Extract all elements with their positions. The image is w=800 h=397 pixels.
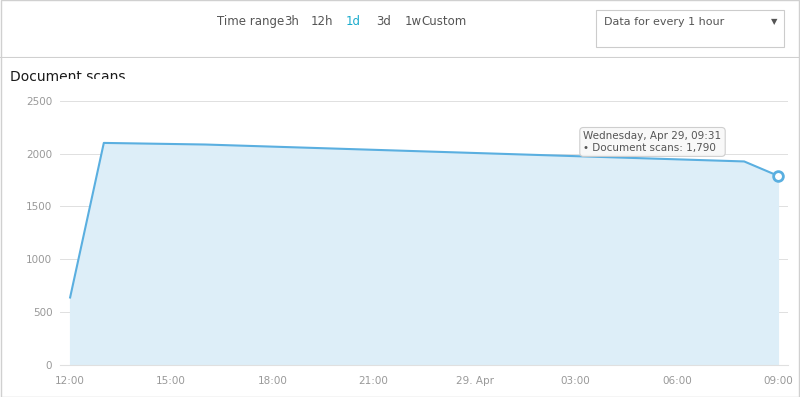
Text: 3d: 3d	[376, 15, 390, 28]
Text: Custom: Custom	[422, 15, 466, 28]
Text: Data for every 1 hour: Data for every 1 hour	[604, 17, 724, 27]
Text: 3h: 3h	[285, 15, 299, 28]
Text: 12h: 12h	[311, 15, 334, 28]
Text: 1d: 1d	[346, 15, 360, 28]
Text: Document scans: Document scans	[10, 70, 125, 84]
Text: Time range: Time range	[217, 15, 284, 28]
Text: 1w: 1w	[405, 15, 422, 28]
Text: Wednesday, Apr 29, 09:31
• Document scans: 1,790: Wednesday, Apr 29, 09:31 • Document scan…	[583, 131, 722, 153]
Text: ▼: ▼	[771, 17, 778, 26]
FancyBboxPatch shape	[596, 10, 784, 47]
